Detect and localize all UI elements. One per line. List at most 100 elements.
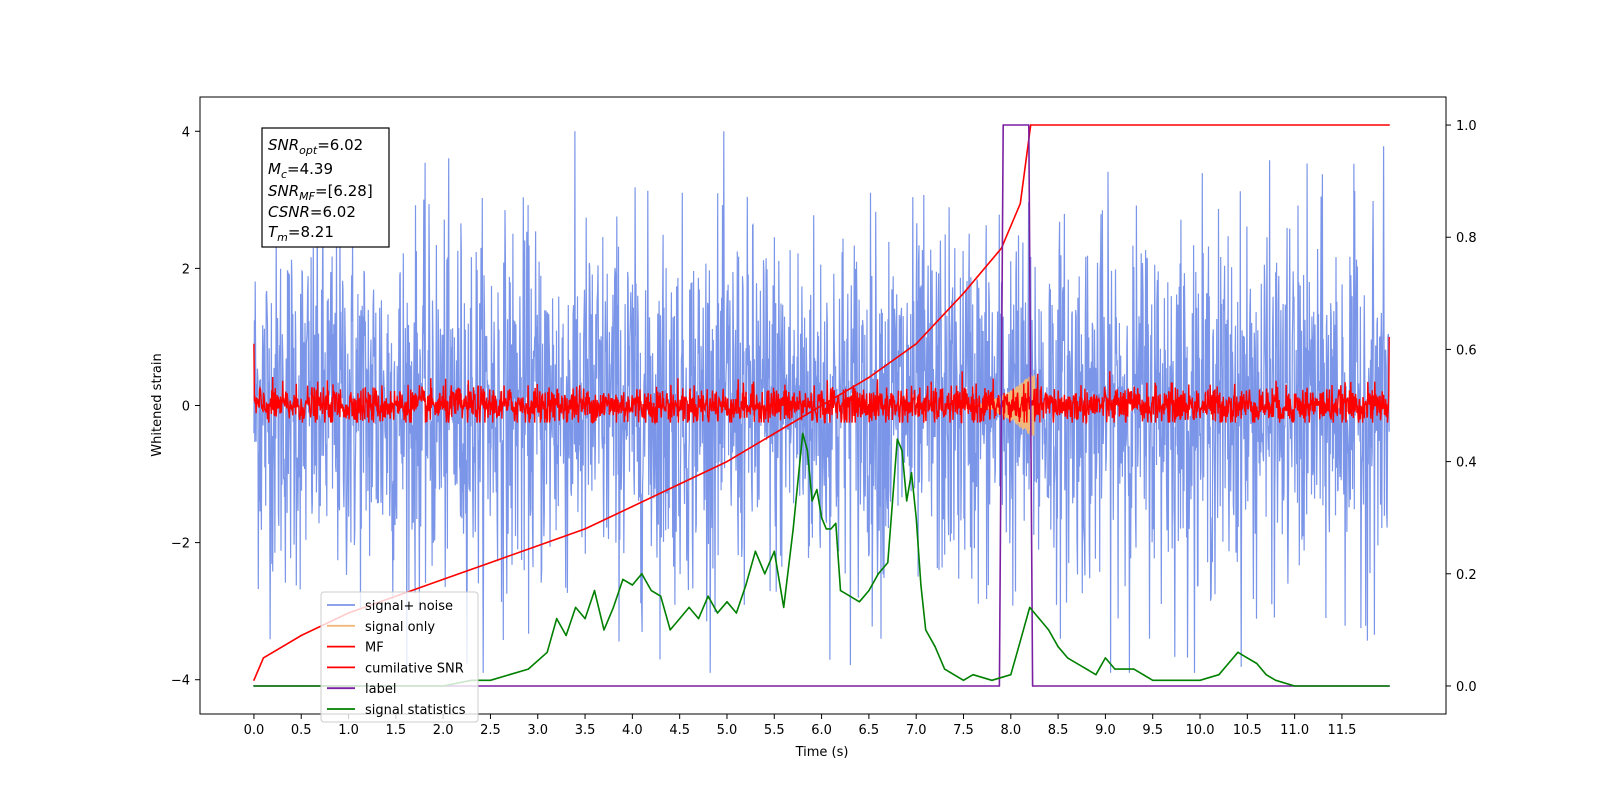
x-tick-label: 4.5 (669, 723, 690, 738)
x-tick-label: 6.0 (811, 723, 832, 738)
y-axis-label: Whitened strain (150, 353, 165, 456)
signal-statistics-point (546, 651, 548, 653)
y-left-tick-label: 0 (182, 400, 190, 415)
signal-statistics-point (489, 679, 492, 681)
signal-statistics-point (1161, 679, 1163, 681)
signal-statistics-point (849, 595, 851, 597)
cumilative-snr-point (773, 432, 775, 435)
x-tick-label: 1.5 (385, 723, 406, 738)
label-point (1002, 124, 1004, 126)
signal-statistics-point (679, 617, 681, 620)
y-right-tick-label: 0.2 (1456, 568, 1477, 583)
legend: signal+ noise signal only MF cumilative SNR… (320, 591, 479, 723)
signal-statistics-point (726, 601, 728, 603)
signal-statistics-point (906, 500, 908, 502)
signal-statistics-point (527, 668, 529, 670)
signal-statistics-point (825, 528, 827, 530)
annotation-box: SNRopt=6.02 Mc=4.39 SNRMF=[6.28] CSNR=6.… (261, 127, 390, 248)
signal-statistics-point (792, 528, 794, 530)
signal-statistics-point (943, 668, 946, 670)
x-tick-label: 5.5 (764, 723, 785, 738)
cumilative-snr-point (820, 404, 823, 407)
signal-statistics-point (1293, 685, 1296, 687)
y-axis-right: 0.0 0.2 0.4 0.6 0.8 1.0 (1446, 119, 1477, 695)
signal-statistics-point (962, 679, 965, 681)
signal-statistics-point (1227, 662, 1230, 665)
cumilative-snr-point (537, 545, 539, 547)
series-mf (253, 336, 1390, 425)
signal-statistics-point (641, 573, 643, 575)
signal-statistics-point (915, 517, 917, 519)
cumilative-snr-point (679, 483, 681, 485)
signal-statistics-point (839, 589, 842, 592)
signal-statistics-point (508, 674, 511, 676)
signal-statistics-point (920, 584, 922, 586)
y-right-tick-label: 0.6 (1456, 343, 1477, 358)
legend-label: cumilative SNR (365, 661, 464, 676)
x-tick-label: 8.0 (1000, 723, 1021, 738)
label-point (998, 685, 1001, 687)
signal-statistics-point (910, 472, 913, 474)
y-right-tick-label: 1.0 (1456, 119, 1477, 134)
signal-statistics-point (896, 438, 898, 440)
annotation-tm: Tm=8.21 (268, 223, 334, 244)
annotation-mc: Mc=4.39 (268, 160, 333, 181)
series-signal-noise (253, 131, 1390, 673)
signal-statistics-point (925, 629, 927, 631)
legend-label: label (365, 682, 396, 697)
legend-label: signal only (365, 620, 435, 635)
x-tick-label: 2.0 (433, 723, 454, 738)
signal-statistics-point (1104, 657, 1107, 659)
signal-statistics-line (253, 432, 1390, 687)
signal-statistics-point (1275, 679, 1277, 681)
signal-statistics-point (1047, 629, 1050, 631)
signal-statistics-point (565, 634, 567, 637)
signal-statistics-point (830, 528, 832, 530)
signal-statistics-point (669, 629, 671, 631)
signal-statistics-point (901, 449, 903, 452)
signal-statistics-point (877, 573, 879, 575)
annotation-csnr: CSNR=6.02 (268, 203, 356, 221)
cumilative-snr-point (489, 561, 492, 564)
signal-statistics-point (253, 685, 255, 687)
y-axis-left: −4 −2 0 2 4 (171, 125, 200, 689)
x-tick-label: 6.5 (859, 723, 880, 738)
cumilative-snr-point (962, 292, 965, 294)
y-right-tick-label: 0.4 (1456, 456, 1477, 471)
signal-statistics-point (820, 517, 823, 519)
y-right-tick-label: 0.0 (1456, 680, 1477, 695)
cumilative-snr-point (1388, 124, 1390, 126)
cumilative-snr-point (262, 657, 265, 659)
signal-statistics-point (1123, 668, 1126, 670)
signal-statistics-point (612, 606, 615, 609)
annotation-snr-opt: SNRopt=6.02 (268, 136, 363, 157)
y-left-tick-label: 2 (182, 262, 190, 277)
cumilative-snr-point (584, 528, 586, 530)
signal-statistics-point (1095, 674, 1097, 676)
x-tick-label: 2.5 (480, 723, 501, 738)
signal-statistics-point (1085, 668, 1088, 670)
signal-statistics-point (1180, 679, 1182, 681)
label-point (1031, 685, 1034, 687)
signal-statistics-point (1152, 679, 1154, 681)
x-tick-label: 11.5 (1327, 723, 1356, 738)
signal-statistics-point (1388, 685, 1390, 687)
signal-statistics-point (1010, 674, 1012, 676)
signal-statistics-point (811, 500, 813, 502)
legend-frame (320, 591, 479, 723)
y-right-tick-label: 0.8 (1456, 231, 1477, 246)
signal-statistics-point (716, 612, 719, 614)
cumilative-snr-point (868, 376, 870, 379)
cumilative-snr-point (915, 343, 917, 345)
signal-statistics-point (650, 589, 652, 592)
signal-statistics-point (688, 606, 690, 609)
signal-statistics-point (806, 449, 809, 452)
x-tick-label: 4.0 (622, 723, 643, 738)
signal-statistics-point (991, 679, 993, 681)
signal-statistics-point (707, 595, 709, 597)
signal-statistics-point (773, 550, 775, 552)
signal-statistics-point (1133, 668, 1135, 670)
signal-statistics-point (697, 617, 700, 620)
signal-statistics-point (603, 629, 605, 631)
signal-statistics-point (1142, 674, 1145, 676)
